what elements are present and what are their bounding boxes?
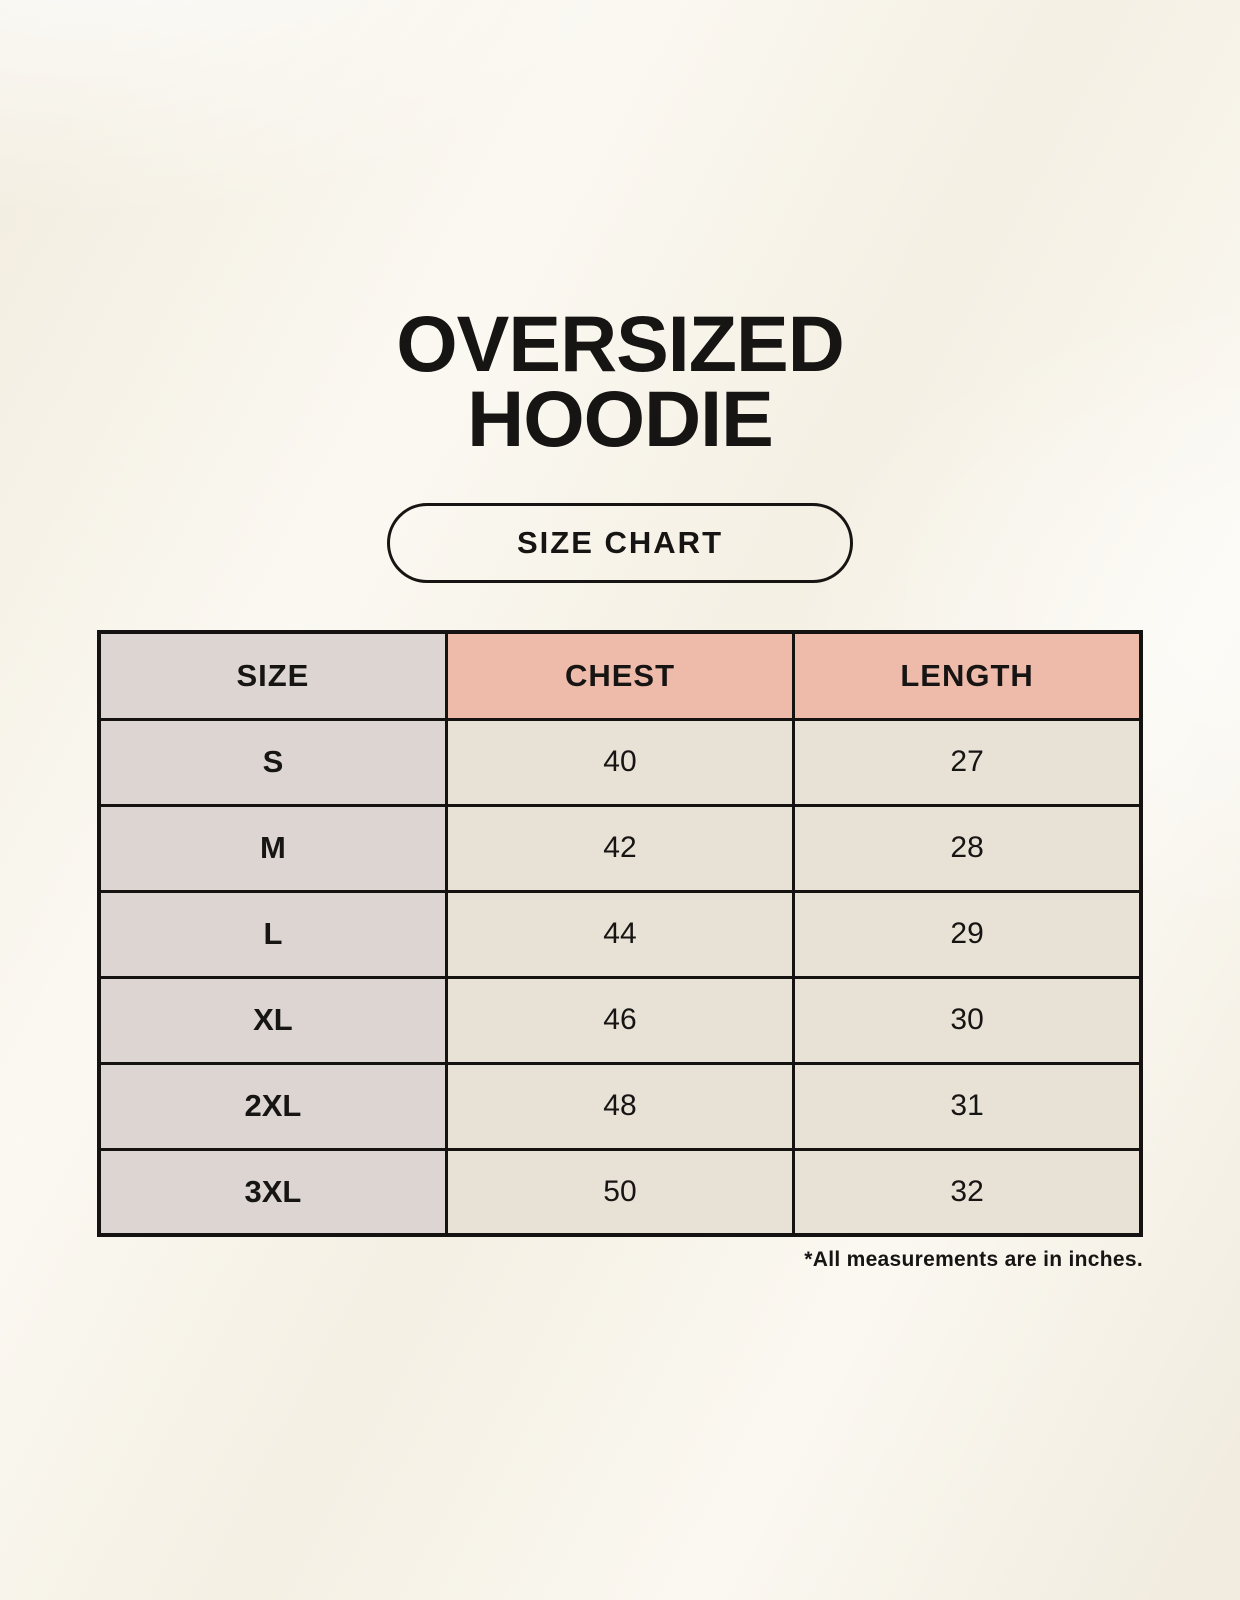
size-cell: M bbox=[97, 803, 448, 893]
chest-cell: 40 bbox=[444, 717, 796, 807]
length-cell: 31 bbox=[792, 1061, 1143, 1151]
table-row: S 40 27 bbox=[97, 717, 1143, 807]
table-header-row: SIZE CHEST LENGTH bbox=[97, 630, 1143, 721]
chest-cell: 50 bbox=[444, 1147, 796, 1237]
chest-cell: 48 bbox=[444, 1061, 796, 1151]
size-chart-badge-label: SIZE CHART bbox=[517, 525, 723, 561]
length-cell: 32 bbox=[792, 1147, 1143, 1237]
page-title-line-1: OVERSIZED bbox=[396, 299, 845, 388]
size-cell: L bbox=[97, 889, 448, 979]
size-cell: XL bbox=[97, 975, 448, 1065]
table-row: M 42 28 bbox=[97, 803, 1143, 893]
length-cell: 28 bbox=[792, 803, 1143, 893]
length-cell: 30 bbox=[792, 975, 1143, 1065]
header-cell-size: SIZE bbox=[97, 630, 448, 721]
chest-cell: 46 bbox=[444, 975, 796, 1065]
table-row: 2XL 48 31 bbox=[97, 1061, 1143, 1151]
size-cell: S bbox=[97, 717, 448, 807]
table-row: 3XL 50 32 bbox=[97, 1147, 1143, 1237]
header-cell-length: LENGTH bbox=[792, 630, 1143, 721]
page-title-line-2: HOODIE bbox=[467, 374, 774, 464]
length-cell: 27 bbox=[792, 717, 1143, 807]
size-cell: 3XL bbox=[97, 1147, 448, 1237]
table-row: XL 46 30 bbox=[97, 975, 1143, 1065]
measurements-note: *All measurements are in inches. bbox=[804, 1248, 1143, 1272]
size-table: SIZE CHEST LENGTH S 40 27 M 42 28 L 44 2… bbox=[97, 630, 1143, 1238]
length-cell: 29 bbox=[792, 889, 1143, 979]
header-cell-chest: CHEST bbox=[444, 630, 796, 721]
size-chart-badge: SIZE CHART bbox=[387, 503, 853, 584]
chest-cell: 44 bbox=[444, 889, 796, 979]
table-row: L 44 29 bbox=[97, 889, 1143, 979]
size-cell: 2XL bbox=[97, 1061, 448, 1151]
chest-cell: 42 bbox=[444, 803, 796, 893]
page-title: OVERSIZED HOODIE bbox=[0, 0, 1240, 464]
